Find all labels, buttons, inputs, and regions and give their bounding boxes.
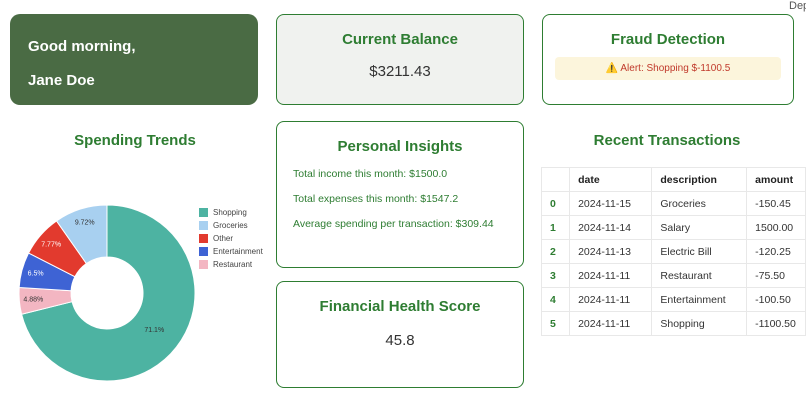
greeting-line2: Jane Doe: [28, 72, 95, 89]
legend-item-other: Other: [199, 232, 263, 245]
recent-transactions-title: Recent Transactions: [593, 132, 741, 149]
pie-legend: Shopping Groceries Other Entertainment Resta…: [199, 206, 263, 271]
table-cell-index: 5: [540, 311, 571, 336]
pie-slice-shopping: [20, 204, 196, 382]
table-cell-index: 2: [540, 239, 571, 264]
table-cell: Entertainment: [651, 287, 748, 312]
legend-swatch: [199, 208, 208, 217]
table-cell: 2024-11-11: [569, 263, 653, 288]
deploy-button[interactable]: Dep: [789, 0, 806, 12]
table-row: 1 2024-11-14 Salary 1500.00: [540, 215, 806, 240]
table-cell: 1500.00: [746, 215, 806, 240]
legend-swatch: [199, 234, 208, 243]
table-cell: Electric Bill: [651, 239, 748, 264]
personal-insights-title: Personal Insights: [337, 138, 463, 155]
fraud-alert-banner: ⚠️ Alert: Shopping $-1100.5: [555, 57, 781, 80]
financial-health-card: Financial Health Score 45.8: [276, 281, 524, 388]
financial-health-title: Financial Health Score: [319, 298, 481, 315]
legend-label: Groceries: [213, 221, 248, 230]
pie-slice-label: 6.5%: [28, 270, 44, 277]
table-cell: Salary: [651, 215, 748, 240]
insight-average: Average spending per transaction: $309.4…: [293, 218, 494, 230]
transactions-table: date description amount 0 2024-11-15 Groceri…: [540, 167, 806, 336]
spending-pie-chart: 71.1% 4.88% 6.5% 7.77% 9.72%: [18, 204, 196, 382]
table-header-date: date: [569, 167, 653, 192]
legend-item-entertainment: Entertainment: [199, 245, 263, 258]
legend-label: Other: [213, 234, 234, 243]
pie-slice-groceries: [55, 204, 108, 265]
insight-income: Total income this month: $1500.0: [293, 168, 448, 180]
table-header-amount: amount: [746, 167, 806, 192]
pie-slice-label: 71.1%: [144, 327, 164, 334]
fraud-detection-card: Fraud Detection ⚠️ Alert: Shopping $-110…: [542, 14, 794, 105]
legend-item-groceries: Groceries: [199, 219, 263, 232]
table-cell: 2024-11-14: [569, 215, 653, 240]
fraud-detection-title: Fraud Detection: [610, 31, 726, 48]
legend-item-shopping: Shopping: [199, 206, 263, 219]
current-balance-title: Current Balance: [342, 31, 458, 48]
current-balance-card: Current Balance $3211.43: [276, 14, 524, 105]
legend-swatch: [199, 260, 208, 269]
pie-slice-label: 9.72%: [75, 219, 95, 226]
table-row: 2 2024-11-13 Electric Bill -120.25: [540, 239, 806, 264]
table-cell-index: 3: [540, 263, 571, 288]
table-cell: Shopping: [651, 311, 748, 336]
table-cell: -1100.50: [746, 311, 806, 336]
spending-trends-title: Spending Trends: [74, 132, 196, 149]
insight-expenses: Total expenses this month: $1547.2: [293, 193, 459, 205]
legend-item-restaurant: Restaurant: [199, 258, 263, 271]
table-cell-index: 0: [540, 191, 571, 216]
transactions-table-head: date description amount: [540, 167, 806, 192]
pie-slice-label: 7.77%: [41, 241, 61, 248]
table-cell: 2024-11-11: [569, 287, 653, 312]
legend-swatch: [199, 221, 208, 230]
legend-label: Entertainment: [213, 247, 263, 256]
table-header-description: description: [651, 167, 748, 192]
table-cell: Restaurant: [651, 263, 748, 288]
table-header-row: date description amount: [540, 167, 806, 192]
table-cell: -100.50: [746, 287, 806, 312]
legend-label: Restaurant: [213, 260, 253, 269]
table-cell: 2024-11-11: [569, 311, 653, 336]
table-cell: 2024-11-15: [569, 191, 653, 216]
current-balance-value: $3211.43: [369, 63, 431, 80]
table-cell-index: 4: [540, 287, 571, 312]
table-cell-index: 1: [540, 215, 571, 240]
financial-health-value: 45.8: [385, 332, 415, 349]
table-row: 5 2024-11-11 Shopping -1100.50: [540, 311, 806, 336]
table-cell: 2024-11-13: [569, 239, 653, 264]
table-row: 4 2024-11-11 Entertainment -100.50: [540, 287, 806, 312]
table-header-index: [540, 167, 571, 192]
transactions-table-body: 0 2024-11-15 Groceries -150.45 1 2024-11-14 Sa…: [540, 191, 806, 336]
table-row: 0 2024-11-15 Groceries -150.45: [540, 191, 806, 216]
personal-insights-card: Personal Insights Total income this mont…: [276, 121, 524, 268]
legend-swatch: [199, 247, 208, 256]
table-cell: Groceries: [651, 191, 748, 216]
table-cell: -120.25: [746, 239, 806, 264]
pie-slice-label: 4.88%: [23, 297, 43, 304]
table-row: 3 2024-11-11 Restaurant -75.50: [540, 263, 806, 288]
legend-label: Shopping: [213, 208, 247, 217]
table-cell: -150.45: [746, 191, 806, 216]
table-cell: -75.50: [746, 263, 806, 288]
greeting-line1: Good morning,: [28, 38, 136, 55]
greeting-card: Good morning, Jane Doe: [10, 14, 258, 105]
